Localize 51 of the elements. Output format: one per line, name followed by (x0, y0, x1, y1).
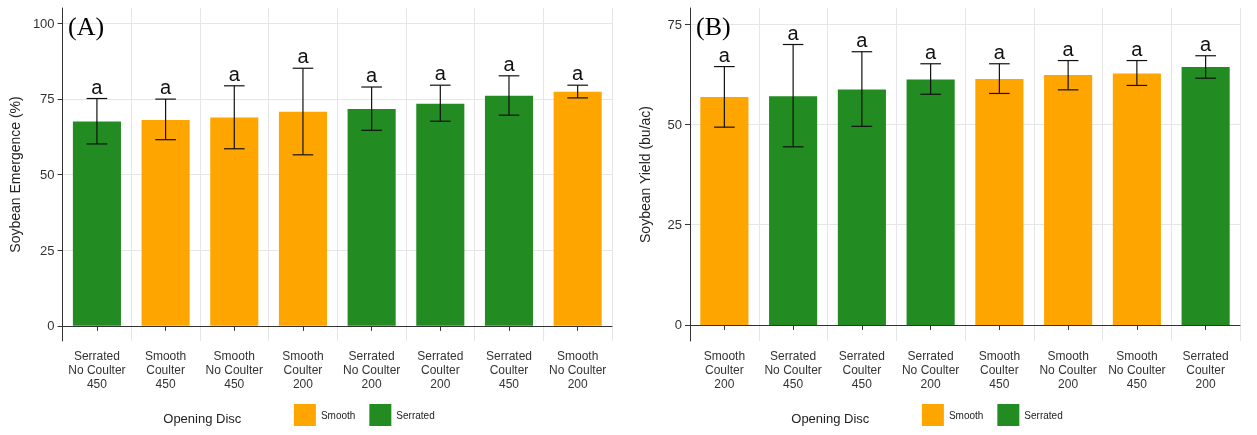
legend-label: Smooth (320, 409, 356, 421)
y-tick-label: 0 (47, 318, 55, 334)
legend-label: Smooth (948, 409, 984, 421)
y-tick-label: 75 (40, 91, 55, 107)
x-tick-label: Serrated No Coulter 450 (764, 349, 822, 391)
x-tick-label: Serrated Coulter 450 (485, 349, 532, 391)
y-axis-title: Soybean Emergence (%) (7, 96, 23, 253)
legend-label: Serrated (1024, 409, 1063, 421)
x-tick-label: Smooth Coulter 200 (282, 349, 324, 391)
x-tick-label: Serrated Coulter 200 (417, 349, 464, 391)
y-tick-label: 25 (40, 242, 55, 258)
annotation: a (993, 40, 1006, 63)
y-tick-label: 0 (674, 317, 682, 333)
annotation: a (91, 75, 104, 98)
annotation: a (718, 43, 731, 66)
annotation: a (503, 52, 516, 75)
y-tick-label: 50 (667, 116, 682, 132)
y-axis-title: Soybean Yield (bu/ac) (637, 106, 653, 243)
x-tick-label: Serrated Coulter 450 (838, 349, 885, 391)
legend-title: Opening Disc (791, 411, 870, 426)
x-tick-label: Smooth No Coulter 450 (205, 349, 263, 391)
y-tick-label: 75 (667, 16, 682, 32)
annotation: a (297, 45, 310, 68)
x-tick-label: Smooth No Coulter 200 (1039, 349, 1097, 391)
legend-title: Opening Disc (163, 411, 242, 426)
x-tick-label: Smooth No Coulter 450 (1108, 349, 1166, 391)
x-tick-label: Smooth Coulter 450 (144, 349, 187, 391)
y-tick-label: 100 (32, 15, 55, 31)
x-tick-label: Serrated Coulter 200 (1182, 349, 1229, 391)
annotation: a (1062, 37, 1075, 60)
annotation: a (787, 21, 800, 44)
x-tick-label: Smooth No Coulter 200 (548, 349, 607, 391)
chart-title: (A) (68, 11, 105, 41)
annotation: a (572, 62, 585, 85)
x-tick-label: Serrated No Coulter 200 (342, 349, 401, 391)
chart-title: (B) (696, 11, 731, 41)
x-tick-label: Smooth Coulter 200 (703, 349, 746, 391)
x-tick-label: Serrated No Coulter 200 (901, 349, 960, 391)
x-tick-label: Smooth Coulter 450 (978, 349, 1021, 391)
annotation: a (228, 62, 241, 85)
annotation: a (856, 28, 869, 51)
annotation: a (1131, 37, 1144, 60)
y-tick-label: 25 (667, 217, 682, 233)
y-tick-label: 50 (40, 167, 55, 182)
annotation: a (434, 62, 447, 85)
x-tick-label: Serrated No Coulter 450 (68, 349, 126, 391)
annotation: a (1200, 32, 1213, 55)
annotation: a (925, 40, 938, 63)
annotation: a (160, 76, 173, 99)
legend-label: Serrated (396, 409, 435, 421)
annotation: a (366, 64, 379, 87)
